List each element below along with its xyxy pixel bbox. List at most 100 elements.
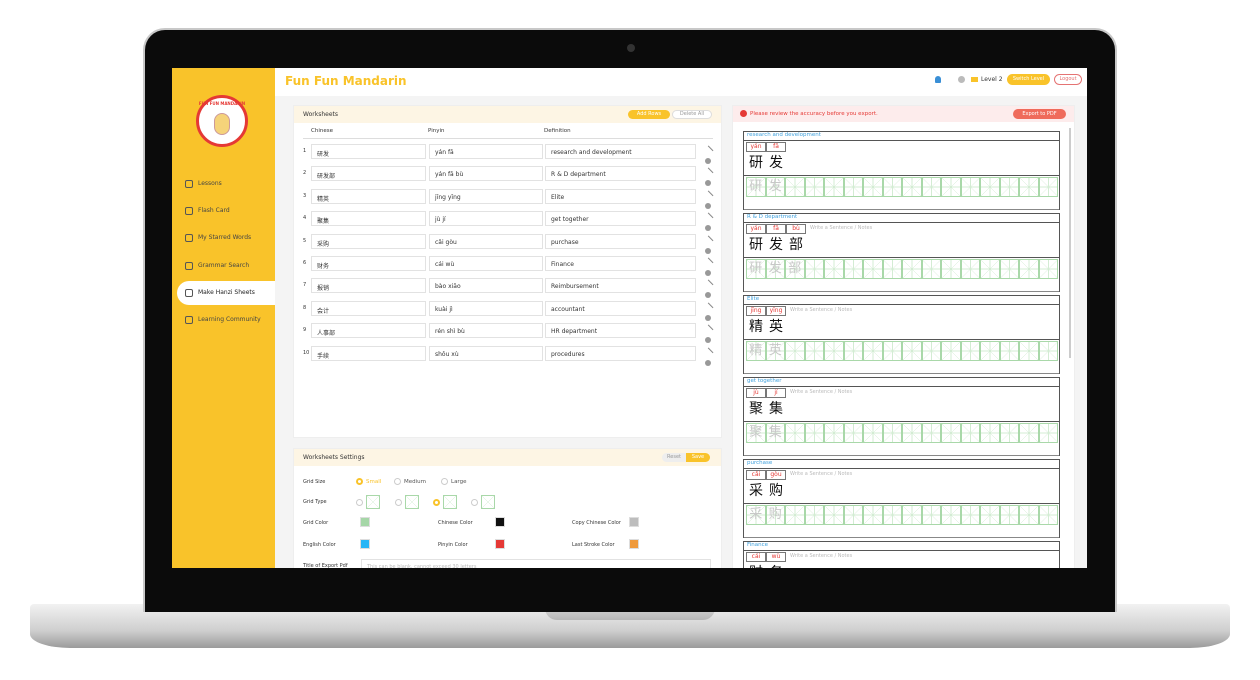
radio[interactable]	[356, 478, 363, 485]
practice-cell	[882, 341, 902, 361]
definition-input[interactable]: R & D department	[545, 166, 696, 182]
row-number: 8	[303, 304, 307, 311]
remove-row[interactable]	[703, 324, 714, 335]
worksheet-card: R & D department yán 研 fā 发 bù 部 Write a Senten…	[743, 213, 1060, 292]
definition-input[interactable]: HR department	[545, 323, 696, 339]
radio[interactable]	[441, 478, 448, 485]
definition-input[interactable]: research and development	[545, 144, 696, 159]
radio[interactable]	[471, 499, 478, 506]
switch-level[interactable]: Switch Level	[1007, 74, 1050, 85]
reset[interactable]: Reset	[662, 453, 686, 462]
practice-cell	[785, 505, 805, 525]
camera	[627, 44, 635, 52]
card-rule	[744, 550, 1059, 551]
remove-row[interactable]	[703, 302, 714, 313]
menu-item[interactable]: My Starred Words	[177, 226, 275, 250]
pinyin-input[interactable]: cái wù	[429, 256, 543, 271]
worksheet-card: get together jù 聚 jí 集 Write a Sentence / Not…	[743, 377, 1060, 456]
definition-input[interactable]: Reimbursement	[545, 278, 696, 294]
practice-cell: 研	[746, 177, 766, 197]
grid-size-option: Large	[451, 479, 467, 485]
delete-all[interactable]: Delete All	[672, 110, 712, 119]
definition-input[interactable]: procedures	[545, 345, 696, 361]
remove-row[interactable]	[703, 190, 714, 201]
pinyin-input[interactable]: yán fā bù	[429, 166, 543, 182]
card-rule	[744, 175, 1059, 176]
insert-row[interactable]	[705, 225, 711, 232]
remove-row[interactable]	[703, 212, 714, 223]
radio[interactable]	[395, 499, 402, 506]
radio[interactable]	[394, 478, 401, 485]
remove-row[interactable]	[703, 257, 714, 268]
chinese-input[interactable]: 会计	[311, 300, 426, 316]
practice-cell: 购	[765, 505, 785, 525]
chinese-input[interactable]: 人事部	[311, 323, 426, 339]
definition-input[interactable]: get together	[545, 211, 696, 227]
pinyin-input[interactable]: shǒu xù	[429, 345, 543, 361]
definition-input[interactable]: purchase	[545, 233, 696, 249]
practice-cell	[843, 259, 863, 279]
color-swatch[interactable]	[495, 539, 505, 549]
worksheet-card: Elite jīng 精 yīng 英 Write a Sentence / Notes 精…	[743, 295, 1060, 374]
save[interactable]: Save	[686, 453, 710, 462]
chinese-input[interactable]: 采购	[311, 233, 426, 249]
remove-row[interactable]	[703, 145, 714, 156]
menu-item[interactable]: Grammar Search	[177, 254, 275, 278]
color-swatch[interactable]	[495, 517, 505, 527]
grid-type-box[interactable]	[481, 495, 495, 509]
menu-item[interactable]: Learning Community	[177, 308, 275, 332]
chinese-input[interactable]: 手续	[311, 345, 426, 361]
insert-row[interactable]	[705, 247, 711, 254]
export-pdf[interactable]: Export to PDF	[1013, 109, 1066, 119]
chinese-input[interactable]: 报销	[311, 278, 426, 294]
remove-row[interactable]	[703, 279, 714, 290]
pinyin-input[interactable]: jù jí	[429, 211, 543, 227]
chinese-input[interactable]: 财务	[311, 256, 426, 271]
grid-type-box[interactable]	[443, 495, 457, 509]
practice-cell	[1038, 177, 1058, 197]
chinese-input[interactable]: 精英	[311, 188, 426, 204]
radio[interactable]	[433, 499, 440, 506]
pinyin-input[interactable]: yán fā	[429, 144, 543, 159]
insert-row[interactable]	[705, 180, 711, 187]
grid-size-option: Small	[366, 479, 382, 485]
chinese-input[interactable]: 研发部	[311, 166, 426, 182]
card-definition: research and development	[747, 132, 821, 138]
insert-row[interactable]	[705, 314, 711, 321]
insert-row[interactable]	[705, 158, 711, 164]
color-swatch[interactable]	[629, 517, 639, 527]
pinyin-input[interactable]: rén shì bù	[429, 323, 543, 339]
practice-cell	[941, 177, 961, 197]
color-swatch[interactable]	[360, 539, 370, 549]
remove-row[interactable]	[703, 235, 714, 246]
radio[interactable]	[356, 499, 363, 506]
add-rows[interactable]: Add Rows	[628, 110, 670, 119]
logout[interactable]: Logout	[1054, 74, 1082, 85]
definition-input[interactable]: Finance	[545, 256, 696, 271]
pinyin-input[interactable]: kuài jì	[429, 300, 543, 316]
menu-item[interactable]: Flash Card	[177, 199, 275, 223]
color-swatch[interactable]	[360, 517, 370, 527]
menu-item[interactable]: Make Hanzi Sheets	[177, 280, 275, 305]
color-swatch[interactable]	[629, 539, 639, 549]
definition-input[interactable]: accountant	[545, 300, 696, 316]
insert-row[interactable]	[705, 359, 711, 366]
pinyin-input[interactable]: jīng yīng	[429, 188, 543, 204]
remove-row[interactable]	[703, 167, 714, 178]
definition-input[interactable]: Elite	[545, 188, 696, 204]
practice-cell	[902, 177, 922, 197]
chinese-input[interactable]: 研发	[311, 144, 426, 159]
grid-type-box[interactable]	[405, 495, 419, 509]
insert-row[interactable]	[705, 292, 711, 299]
remove-row[interactable]	[703, 347, 714, 358]
export-title-input[interactable]: This can be blank, cannot exceed 30 lett…	[361, 559, 711, 568]
panel-title: Worksheets Settings	[303, 454, 365, 461]
menu-item[interactable]: Lessons	[177, 172, 275, 196]
insert-row[interactable]	[705, 270, 711, 276]
pinyin-input[interactable]: cǎi gòu	[429, 233, 543, 249]
chinese-input[interactable]: 聚集	[311, 211, 426, 227]
pinyin-input[interactable]: bào xiāo	[429, 278, 543, 294]
grid-type-box[interactable]	[366, 495, 380, 509]
insert-row[interactable]	[705, 202, 711, 209]
insert-row[interactable]	[705, 337, 711, 344]
